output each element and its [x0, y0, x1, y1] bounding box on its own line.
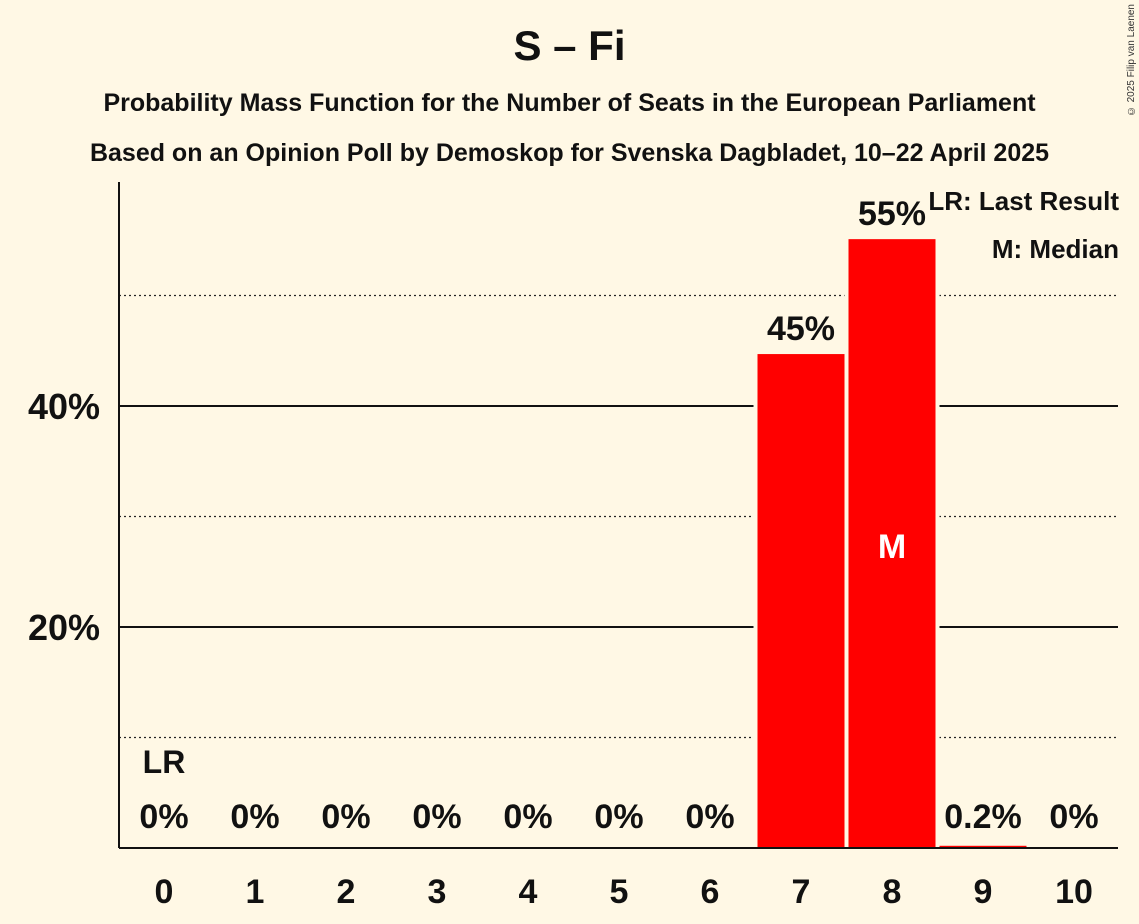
x-tick-label: 8	[883, 873, 902, 911]
bar-seat-9	[939, 845, 1027, 848]
y-tick-label: 40%	[28, 386, 100, 427]
chart-title: S – Fi	[513, 22, 626, 69]
data-label: 45%	[767, 310, 835, 348]
bar-seat-7	[757, 354, 845, 848]
data-label: 0%	[230, 798, 279, 836]
data-label: 0%	[139, 798, 188, 836]
x-tick-label: 10	[1055, 873, 1093, 911]
chart-subtitle: Probability Mass Function for the Number…	[103, 89, 1036, 117]
y-tick-label: 20%	[28, 607, 100, 648]
data-label: 0%	[685, 798, 734, 836]
x-tick-label: 9	[974, 873, 993, 911]
median-marker: M	[878, 528, 906, 566]
chart-source: Based on an Opinion Poll by Demoskop for…	[89, 139, 1050, 167]
x-tick-label: 1	[246, 873, 265, 911]
x-tick-label: 5	[610, 873, 629, 911]
data-label: 0%	[1049, 798, 1098, 836]
legend-last-result: LR: Last Result	[928, 186, 1119, 216]
data-label: 0%	[412, 798, 461, 836]
data-label: 0%	[321, 798, 370, 836]
x-tick-label: 7	[792, 873, 811, 911]
data-label: 0%	[503, 798, 552, 836]
data-label: 0%	[594, 798, 643, 836]
bar-seat-8	[848, 239, 936, 848]
x-tick-label: 0	[155, 873, 174, 911]
x-tick-label: 4	[519, 873, 538, 911]
x-tick-label: 6	[701, 873, 720, 911]
data-label: 0.2%	[944, 798, 1022, 836]
legend-median: M: Median	[991, 234, 1119, 264]
x-tick-label: 3	[428, 873, 447, 911]
data-label: 55%	[858, 195, 926, 233]
last-result-marker: LR	[143, 744, 186, 780]
x-tick-label: 2	[337, 873, 356, 911]
